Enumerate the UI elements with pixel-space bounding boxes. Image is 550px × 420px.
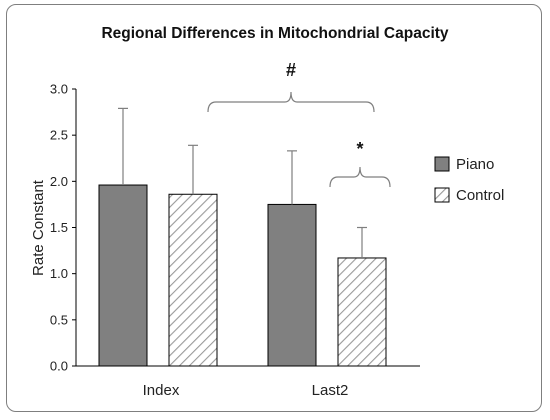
y-tick-label: 0.0 [50,359,68,374]
bars [98,184,387,367]
significance-bracket-index-vs-last2 [207,91,375,113]
x-axis-categories: Index Last2 [143,382,349,399]
y-tick-label: 1.5 [50,220,68,235]
bar-control-index [168,193,218,367]
bar-piano-index [98,184,148,367]
y-tick-label: 3.0 [50,82,68,97]
y-tick-label: 0.5 [50,312,68,327]
legend-label-piano: Piano [456,156,494,173]
significance-bracket-last2 [329,166,391,188]
y-tick-label: 1.0 [50,266,68,281]
y-tick-label: 2.0 [50,174,68,189]
bar-control-last2 [337,257,387,367]
annotation-hash: # [286,60,296,80]
legend-swatch-control [434,187,450,203]
error-bars [118,107,367,258]
x-category-label: Last2 [312,382,349,399]
bar-piano-last2 [267,203,317,367]
y-axis-label: Rate Constant [30,179,47,276]
chart-title: Regional Differences in Mitochondrial Ca… [101,25,448,42]
legend-swatch-piano [434,156,450,172]
legend: Piano Control [434,156,504,204]
x-category-label: Index [143,382,180,399]
y-axis-ticks: 0.0 0.5 1.0 1.5 2.0 2.5 3.0 [50,82,76,374]
legend-label-control: Control [456,187,504,204]
y-tick-label: 2.5 [50,128,68,143]
annotation-star: * [356,139,363,159]
